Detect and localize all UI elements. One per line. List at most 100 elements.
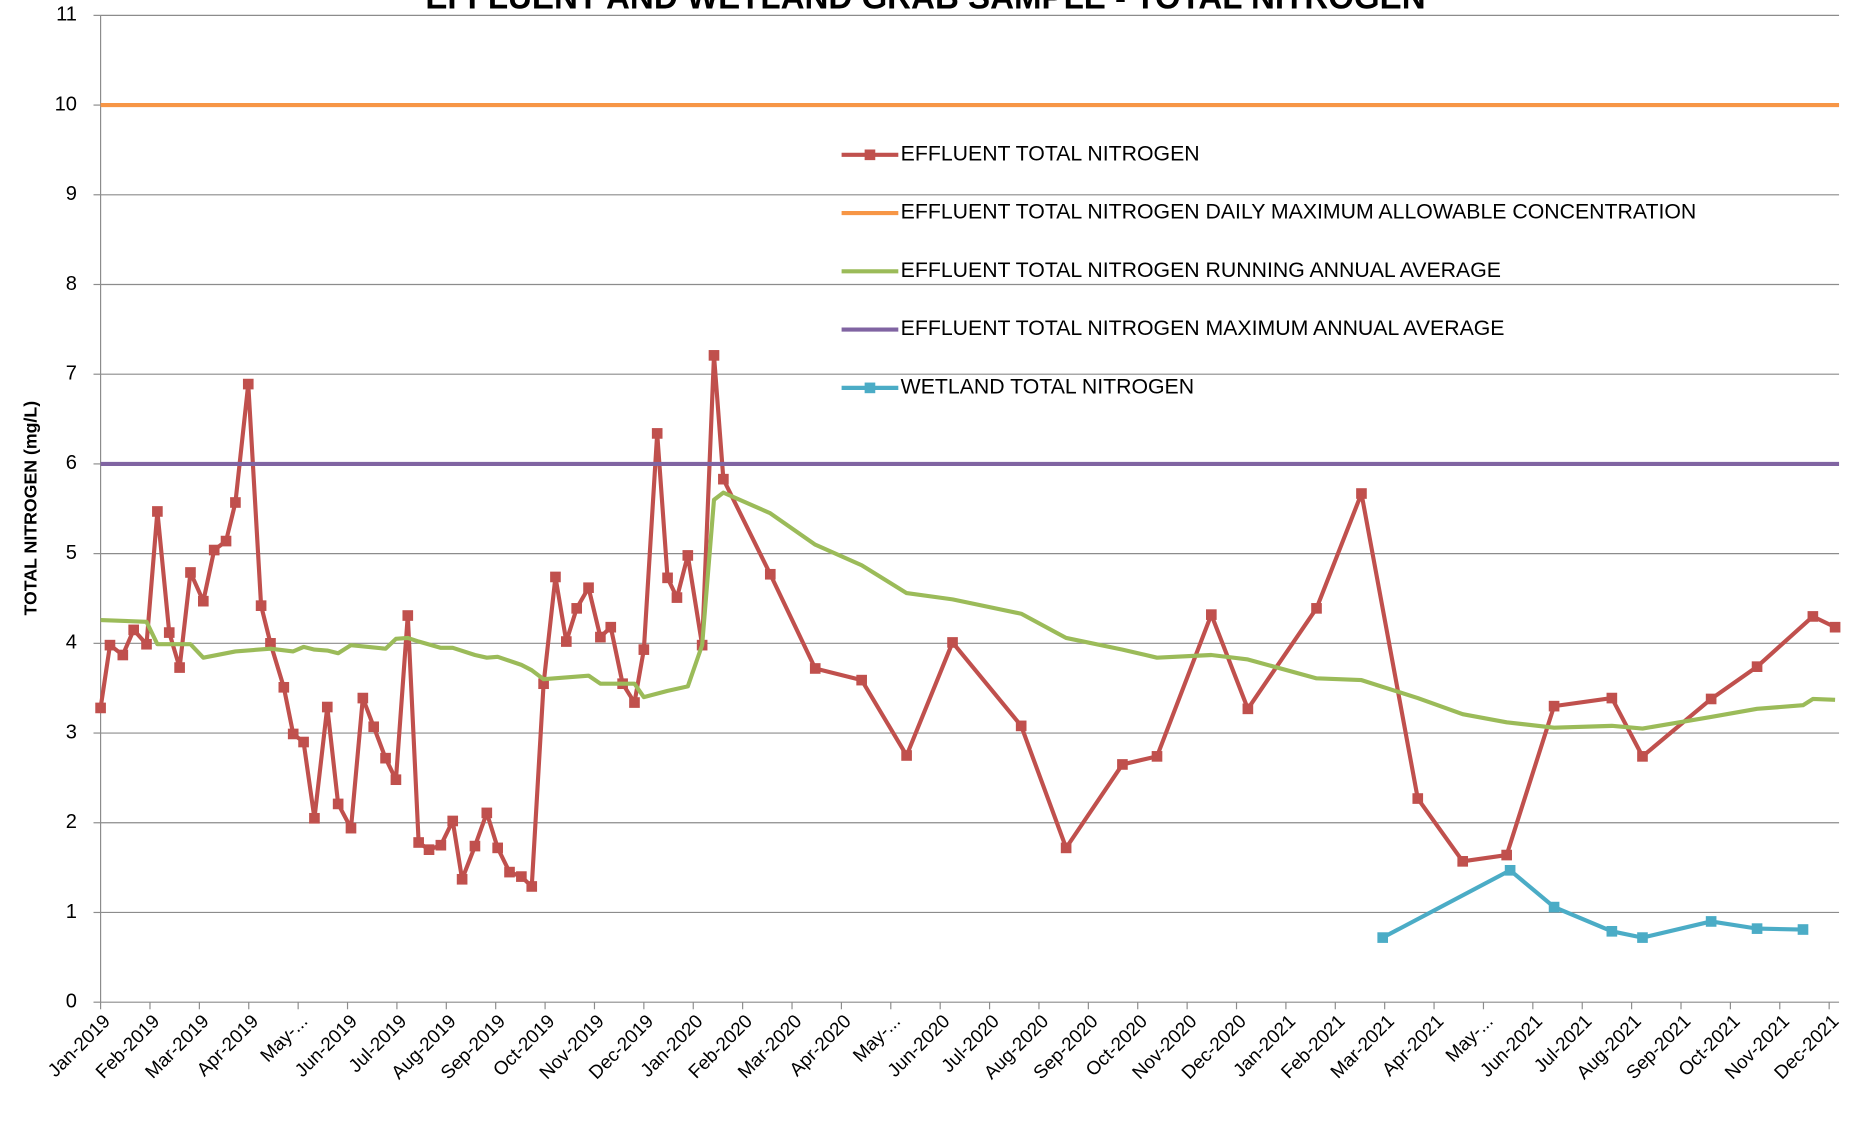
data-point [492,842,503,854]
data-point [1829,621,1841,633]
data-point [671,592,683,603]
data-point [368,721,380,733]
data-point [651,428,663,439]
legend-label: EFFLUENT TOTAL NITROGEN RUNNING ANNUAL A… [901,258,1501,282]
data-point [638,644,650,655]
data-point [345,822,357,834]
y-tick-label: 11 [56,4,77,26]
data-point [447,815,459,827]
data-point [1356,488,1367,499]
data-point [1705,916,1717,927]
legend-label: WETLAND TOTAL NITROGEN [901,374,1194,398]
y-tick-label: 1 [66,901,77,923]
chart-title: EFFLUENT AND WETLAND GRAB SAMPLE - TOTAL… [425,0,1425,17]
y-tick-label: 6 [66,452,77,474]
data-point [1751,661,1763,672]
y-tick-label: 4 [66,632,77,654]
data-point [208,544,220,556]
legend-label: EFFLUENT TOTAL NITROGEN DAILY MAXIMUM AL… [901,200,1697,224]
data-point [128,624,139,636]
y-tick-label: 3 [66,721,77,743]
data-point [402,610,414,621]
legend-marker [864,149,876,161]
data-point [1501,849,1512,861]
data-point [708,350,720,361]
series-line [98,353,1836,889]
data-point [278,681,290,693]
series-line [1381,868,1804,940]
data-point [1548,901,1560,913]
y-tick-label: 5 [66,542,77,564]
data-point [332,798,344,810]
data-point [1060,842,1072,854]
data-point [117,649,129,661]
data-point [481,807,493,819]
y-tick-label: 2 [66,811,77,833]
data-point [583,582,594,594]
data-point [1606,692,1618,704]
data-point [309,812,320,824]
data-point [141,638,152,650]
data-point [516,871,527,882]
data-point [287,728,299,740]
data-point [1637,751,1648,762]
data-point [1548,700,1560,712]
data-point [435,839,447,851]
data-point [185,567,196,578]
data-point [682,550,694,561]
data-point [901,750,912,761]
data-point [571,603,583,614]
data-point [1637,932,1648,943]
data-point [1457,856,1469,867]
data-point [538,678,549,690]
data-point [1206,609,1217,620]
data-point [380,752,391,764]
legend-marker [864,382,876,394]
data-point [298,736,309,748]
data-point [1606,925,1618,937]
data-point [504,866,515,878]
data-point [163,627,175,638]
data-point [1015,720,1027,732]
series-line [100,490,1836,731]
data-point [718,473,729,485]
data-point [197,595,209,607]
y-axis-label: TOTAL NITROGEN (mg/L) [21,401,41,616]
data-point [856,674,867,686]
data-point [1242,703,1254,715]
data-point [104,639,116,651]
data-point [764,568,776,580]
data-point [220,535,232,547]
legend-label: EFFLUENT TOTAL NITROGEN MAXIMUM ANNUAL A… [901,316,1505,340]
data-point [242,378,254,390]
data-point [230,497,241,508]
data-point [357,692,369,704]
data-point [152,506,163,517]
data-point [561,636,572,647]
data-point [95,702,106,714]
data-point [1311,603,1322,614]
data-point [1151,751,1163,762]
data-point [1117,759,1128,770]
data-point [595,631,606,643]
data-point [265,638,276,649]
data-point [809,663,821,674]
data-point [413,837,424,848]
data-point [469,840,481,852]
y-tick-label: 8 [66,273,77,295]
data-point [550,571,561,583]
data-point [390,774,402,786]
data-point [255,600,267,611]
data-point [456,873,468,885]
data-point [1797,924,1809,935]
y-tick-label: 9 [66,183,77,205]
data-point [662,572,673,584]
data-point [1807,611,1819,622]
y-tick-label: 10 [55,93,77,115]
data-point [1705,693,1717,705]
y-tick-label: 7 [66,363,77,385]
y-tick-label: 0 [66,990,77,1012]
data-point [321,701,333,713]
